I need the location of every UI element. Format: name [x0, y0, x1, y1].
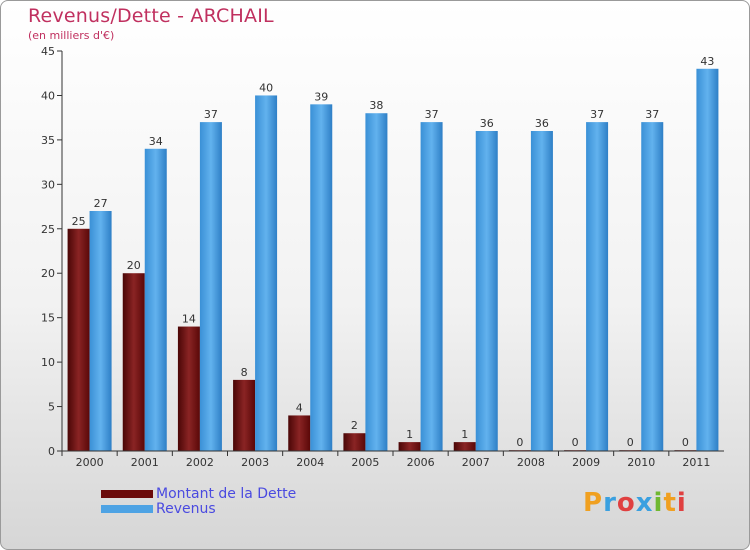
x-tick-label-2002: 2002 — [186, 456, 214, 469]
value-label-revenus-2011: 43 — [700, 55, 714, 68]
value-label-revenus-2003: 40 — [259, 81, 273, 94]
x-tick-label-2003: 2003 — [241, 456, 269, 469]
bars-group: 25 27 20 34 14 37 8 40 4 39 2 38 1 37 1 36 0 36 0 37 0 37 0 43 — [67, 55, 719, 452]
x-tick-label-2010: 2010 — [627, 456, 655, 469]
value-label-dette-2002: 14 — [182, 313, 196, 326]
value-label-dette-2004: 4 — [296, 401, 303, 414]
bar-revenus-2004 — [310, 104, 333, 451]
value-label-revenus-2004: 39 — [314, 90, 328, 103]
legend-label-revenus: Revenus — [156, 501, 216, 517]
y-tick-label: 25 — [41, 223, 55, 236]
legend-swatch-dette — [101, 490, 153, 498]
x-tick-label-2004: 2004 — [296, 456, 324, 469]
bar-dette-2006 — [398, 442, 421, 451]
value-label-dette-2011: 0 — [682, 436, 689, 449]
y-tick-label: 5 — [48, 401, 55, 414]
proxiti-logo: Proxiti — [583, 488, 687, 518]
legend-label-dette: Montant de la Dette — [156, 486, 297, 502]
y-tick-label: 30 — [41, 178, 55, 191]
value-label-revenus-2010: 37 — [645, 108, 659, 121]
bar-revenus-2000 — [89, 211, 112, 451]
bar-revenus-2005 — [365, 113, 388, 451]
bar-revenus-2008 — [530, 131, 553, 451]
value-label-dette-2007: 1 — [461, 428, 468, 441]
value-label-revenus-2009: 37 — [590, 108, 604, 121]
value-label-revenus-2002: 37 — [204, 108, 218, 121]
y-tick-label: 10 — [41, 356, 55, 369]
bar-dette-2007 — [453, 442, 476, 451]
x-tick-label-2000: 2000 — [76, 456, 104, 469]
value-label-dette-2001: 20 — [127, 259, 141, 272]
bar-dette-2001 — [122, 273, 145, 451]
value-label-dette-2000: 25 — [72, 215, 86, 228]
y-tick-label: 40 — [41, 89, 55, 102]
bar-revenus-2001 — [144, 148, 167, 451]
bar-revenus-2010 — [641, 122, 664, 451]
x-tick-label-2008: 2008 — [517, 456, 545, 469]
bar-dette-2000 — [67, 228, 90, 451]
y-tick-label: 35 — [41, 134, 55, 147]
y-tick-label: 45 — [41, 45, 55, 58]
value-label-revenus-2007: 36 — [480, 117, 494, 130]
bar-dette-2005 — [343, 433, 366, 451]
bar-revenus-2006 — [420, 122, 443, 451]
value-label-dette-2009: 0 — [572, 436, 579, 449]
chart-subtitle: (en milliers d'€) — [28, 29, 115, 42]
bar-revenus-2003 — [255, 95, 278, 451]
bar-revenus-2002 — [199, 122, 222, 451]
x-tick-label-2009: 2009 — [572, 456, 600, 469]
x-tick-label-2001: 2001 — [131, 456, 159, 469]
value-label-revenus-2006: 37 — [425, 108, 439, 121]
bar-revenus-2011 — [696, 68, 719, 452]
chart-title: Revenus/Dette - ARCHAIL — [28, 5, 274, 27]
value-label-revenus-2005: 38 — [369, 99, 383, 112]
x-tick-label-2011: 2011 — [682, 456, 710, 469]
value-label-dette-2006: 1 — [406, 428, 413, 441]
x-tick-label-2007: 2007 — [462, 456, 490, 469]
value-label-revenus-2000: 27 — [94, 197, 108, 210]
bar-revenus-2009 — [586, 122, 609, 451]
x-tick-label-2005: 2005 — [351, 456, 379, 469]
bar-dette-2004 — [288, 415, 311, 451]
y-tick-label: 15 — [41, 312, 55, 325]
bar-revenus-2007 — [475, 131, 498, 451]
value-label-dette-2005: 2 — [351, 419, 358, 432]
y-tick-label: 20 — [41, 267, 55, 280]
bar-dette-2002 — [177, 326, 200, 451]
value-label-dette-2010: 0 — [627, 436, 634, 449]
x-tick-label-2006: 2006 — [407, 456, 435, 469]
value-label-dette-2003: 8 — [241, 366, 248, 379]
bar-dette-2003 — [233, 379, 256, 451]
value-label-revenus-2001: 34 — [149, 135, 163, 148]
y-tick-label: 0 — [48, 445, 55, 458]
value-label-dette-2008: 0 — [516, 436, 523, 449]
value-label-revenus-2008: 36 — [535, 117, 549, 130]
legend-swatch-revenus — [101, 505, 153, 513]
